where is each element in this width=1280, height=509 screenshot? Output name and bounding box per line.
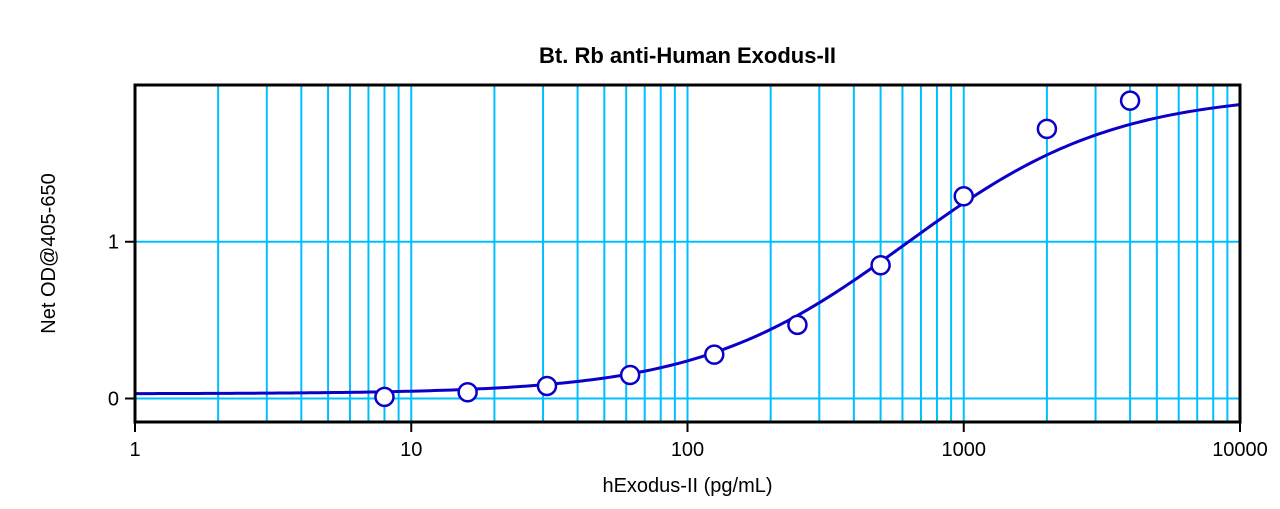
data-point [955, 187, 973, 205]
chart-title: Bt. Rb anti-Human Exodus-II [539, 43, 836, 68]
x-tick-label: 1 [129, 439, 140, 461]
chart-container: { "chart": { "type": "line+scatter-logx"… [0, 0, 1280, 509]
data-point [621, 366, 639, 384]
data-point [1038, 120, 1056, 138]
x-tick-label: 10 [400, 439, 422, 461]
y-axis-label: Net OD@405-650 [38, 173, 60, 333]
data-point [538, 377, 556, 395]
x-axis-label: hExodus-II (pg/mL) [602, 475, 772, 497]
y-tick-label: 0 [108, 388, 119, 410]
data-point [1121, 92, 1139, 110]
x-tick-label: 10000 [1212, 439, 1268, 461]
gridlines [135, 85, 1240, 422]
x-tick-label: 1000 [942, 439, 987, 461]
data-point [788, 316, 806, 334]
data-point [459, 383, 477, 401]
y-tick-label: 1 [108, 232, 119, 254]
data-point [705, 346, 723, 364]
elisa-chart: 1 10 100 1000 10000 0 1 Bt. Rb anti-Human Exodu… [0, 0, 1280, 509]
data-point [872, 256, 890, 274]
x-tick-label: 100 [671, 439, 704, 461]
data-point [375, 388, 393, 406]
